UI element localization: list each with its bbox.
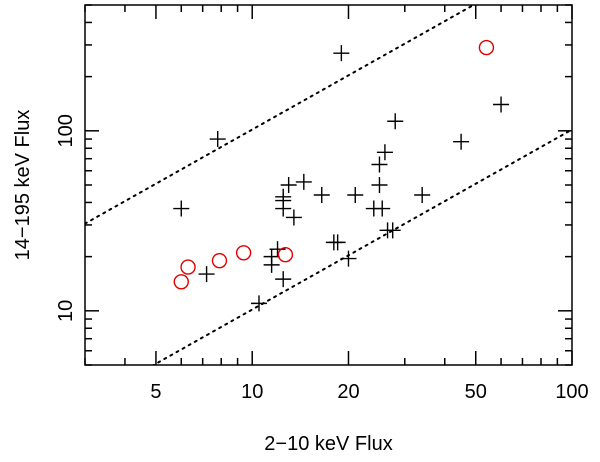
data-point-circle: [211, 252, 228, 269]
data-point-circle: [478, 39, 495, 56]
x-tick-label: 5: [150, 381, 161, 403]
data-point-plus: [173, 200, 190, 217]
data-point-plus: [347, 186, 364, 203]
reference-line-1: [85, 5, 476, 225]
x-tick-label: 10: [241, 381, 263, 403]
x-tick-label: 50: [465, 381, 487, 403]
plot-area: [85, 5, 572, 365]
data-point-plus: [371, 156, 388, 173]
data-point-plus: [333, 45, 350, 62]
data-point-plus: [280, 177, 297, 193]
data-point-plus: [209, 131, 226, 148]
data-point-plus: [198, 266, 215, 283]
data-point-circle: [277, 246, 294, 263]
data-point-plus: [250, 295, 267, 312]
data-point-circle: [180, 259, 196, 275]
data-point-plus: [453, 133, 470, 150]
data-point-plus: [493, 96, 510, 113]
x-tick-label: 20: [337, 381, 359, 403]
x-tick-label: 100: [555, 381, 588, 403]
data-point-circle: [235, 245, 252, 261]
y-tick-label: 10: [55, 300, 77, 322]
data-point-plus: [387, 113, 404, 130]
data-point-plus: [414, 186, 431, 203]
axes: 5 10 20 50 100 10 100: [55, 4, 589, 403]
y-tick-label: 100: [55, 114, 77, 147]
plot-frame: [84, 4, 573, 366]
data-point-plus: [313, 186, 330, 203]
data-point-plus: [285, 209, 302, 226]
data-point-plus: [384, 222, 401, 239]
data-point-plus: [376, 144, 393, 161]
data-point-plus: [295, 173, 312, 190]
data-point-plus: [371, 177, 388, 193]
data-point-plus: [275, 271, 292, 288]
y-axis-label: 14−195 keV Flux: [12, 110, 34, 261]
data-point-plus: [263, 256, 280, 273]
data-point-plus: [329, 234, 346, 251]
reference-line-2: [151, 128, 572, 365]
x-axis-label: 2−10 keV Flux: [264, 433, 392, 455]
data-point-plus: [374, 200, 391, 217]
data-point-plus: [275, 200, 292, 217]
data-point-plus: [340, 250, 357, 267]
data-point-circle: [173, 274, 189, 290]
